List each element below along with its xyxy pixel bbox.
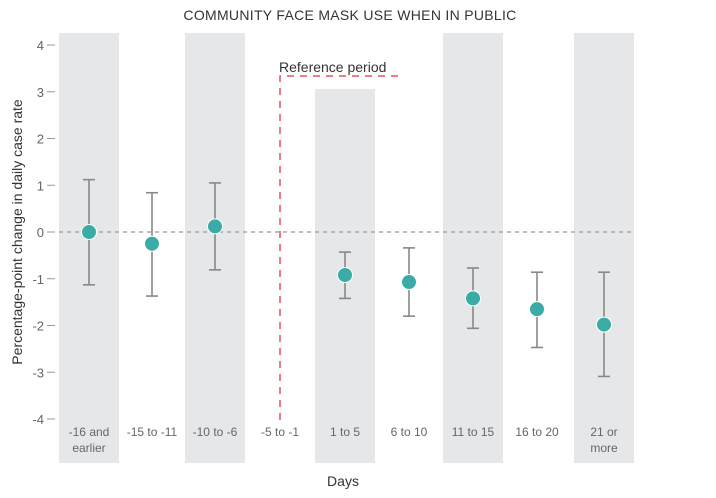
x-tick-label: 6 to 10 bbox=[391, 425, 428, 439]
x-tick-label: 1 to 5 bbox=[330, 425, 360, 439]
x-tick-label-line: -5 to -1 bbox=[261, 425, 299, 439]
x-tick-label-line: -10 to -6 bbox=[193, 425, 238, 439]
data-point bbox=[596, 316, 612, 333]
data-point bbox=[337, 267, 353, 284]
background-band bbox=[574, 33, 634, 463]
data-point bbox=[144, 235, 160, 252]
y-tick-label: 0 bbox=[37, 225, 44, 240]
y-tick-label: 3 bbox=[37, 85, 44, 100]
y-axis-label: Percentage-point change in daily case ra… bbox=[9, 99, 25, 365]
x-tick-label-line: 11 to 15 bbox=[452, 425, 495, 439]
x-tick-label: -5 to -1 bbox=[261, 425, 299, 439]
y-tick-label: -4 bbox=[32, 412, 44, 427]
x-tick-label: -16 and earlier bbox=[69, 425, 110, 455]
y-axis: 4 3 2 1 0 -1 -2 -3 -4 bbox=[32, 38, 55, 427]
y-tick-label: 1 bbox=[37, 178, 44, 193]
x-tick-label: 21 or more bbox=[590, 425, 618, 455]
y-tick-label: -2 bbox=[32, 319, 44, 334]
x-tick-label: -10 to -6 bbox=[193, 425, 238, 439]
data-point bbox=[465, 290, 481, 307]
x-tick-label-line: 21 or bbox=[590, 425, 617, 439]
x-tick-label-line: 1 to 5 bbox=[330, 425, 360, 439]
x-tick-label-line: more bbox=[590, 441, 618, 455]
reference-period-label: Reference period bbox=[279, 59, 386, 75]
x-tick-label-line: 6 to 10 bbox=[391, 425, 428, 439]
x-tick-label-line: 16 to 20 bbox=[515, 425, 559, 439]
x-axis-label: Days bbox=[327, 473, 359, 489]
x-tick-label-line: -15 to -11 bbox=[127, 425, 178, 439]
x-tick-label-line: -16 and bbox=[69, 425, 110, 439]
reference-dashed-line bbox=[279, 75, 403, 420]
data-point bbox=[529, 301, 545, 318]
x-axis-categories: -16 and earlier -15 to -11 -10 to -6 -5 to -… bbox=[69, 425, 618, 455]
chart-title: COMMUNITY FACE MASK USE WHEN IN PUBLIC bbox=[183, 7, 516, 23]
y-tick-label: -3 bbox=[32, 365, 44, 380]
x-tick-label: -15 to -11 bbox=[127, 425, 178, 439]
data-point bbox=[401, 274, 417, 291]
y-tick-label: 2 bbox=[37, 132, 44, 147]
reference-period-marker bbox=[279, 75, 403, 420]
y-tick-label: -1 bbox=[32, 272, 44, 287]
x-tick-label-line: earlier bbox=[72, 441, 105, 455]
data-marks bbox=[81, 178, 612, 378]
y-tick-label: 4 bbox=[37, 38, 44, 53]
x-tick-label: 16 to 20 bbox=[515, 425, 559, 439]
x-tick-label: 11 to 15 bbox=[452, 425, 495, 439]
data-point bbox=[81, 224, 97, 240]
data-point bbox=[207, 218, 223, 235]
background-bands bbox=[59, 33, 634, 463]
background-band bbox=[443, 33, 503, 463]
